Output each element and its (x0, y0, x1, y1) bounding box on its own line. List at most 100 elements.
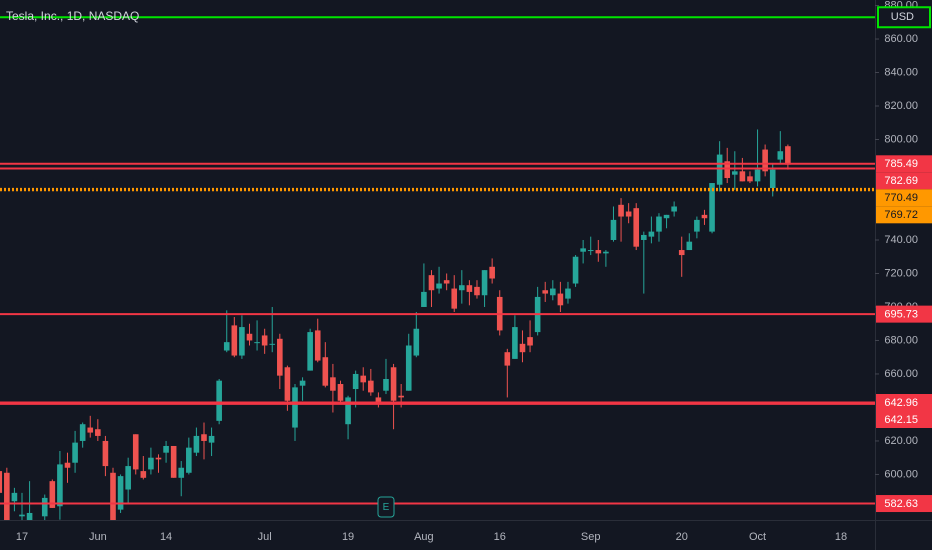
candle-body (694, 219, 700, 232)
candle-body (724, 161, 731, 179)
candle-body (663, 214, 670, 219)
candle-body (337, 384, 344, 401)
candle-body (436, 283, 442, 289)
candle-body (671, 206, 677, 212)
candle-body (170, 445, 177, 478)
candle-body (443, 280, 450, 284)
candle-body (269, 343, 276, 345)
x-tick-label: 18 (835, 531, 847, 543)
price-label: 642.96 (884, 397, 918, 409)
candle-body (178, 467, 185, 478)
candle-body (625, 211, 632, 217)
candle-body (284, 367, 291, 401)
candle-body (208, 435, 215, 443)
price-label: 769.72 (884, 209, 918, 221)
candle-body (261, 335, 268, 346)
candle-body (519, 343, 526, 353)
earnings-label[interactable]: E (383, 502, 390, 513)
candle-body (512, 327, 518, 359)
candle-body (648, 231, 655, 237)
candle-body (110, 472, 116, 520)
candle-body (678, 250, 685, 256)
candle-body (102, 440, 109, 467)
candle-body (125, 466, 131, 490)
price-label-box (876, 305, 932, 323)
candle-body (595, 250, 602, 254)
candle-body (345, 397, 351, 425)
price-label-box (876, 155, 932, 173)
candle-body (95, 429, 101, 436)
candle-body (777, 151, 784, 160)
candle-body (701, 214, 708, 219)
candle-body (79, 424, 86, 441)
plot (0, 16, 875, 520)
candle-body (732, 171, 738, 175)
y-tick-label: 720.00 (884, 267, 918, 279)
x-tick-label: Oct (749, 531, 766, 543)
y-tick-label: 660.00 (884, 368, 918, 380)
candle-body (19, 514, 25, 517)
candle-body (360, 375, 367, 383)
x-tick-label: Jun (89, 531, 107, 543)
x-tick-label: 16 (494, 531, 506, 543)
candle-body (754, 169, 761, 182)
price-label: 582.63 (884, 498, 918, 510)
candle-body (186, 447, 192, 473)
candle-body (466, 285, 473, 292)
currency-label: USD (891, 11, 914, 23)
candle-body (550, 288, 556, 296)
candle-body (489, 266, 495, 279)
candle-body (155, 457, 162, 460)
candle-body (739, 171, 746, 182)
candle-body (451, 288, 458, 309)
chart-title: Tesla, Inc., 1D, NASDAQ (6, 9, 139, 23)
earnings-marker[interactable] (377, 496, 395, 518)
candle-body (26, 512, 33, 520)
candle-body (223, 342, 230, 351)
candle-body (292, 387, 298, 428)
candle-body (201, 434, 207, 441)
candle-body (557, 293, 564, 306)
candle-body (117, 476, 124, 510)
y-tick-label: 860.00 (884, 33, 918, 45)
candle-body (49, 481, 56, 508)
candle-body (413, 328, 420, 356)
candle-body (87, 427, 94, 433)
candle-body (254, 342, 260, 344)
candle-body (421, 291, 427, 307)
candle-body (64, 462, 71, 468)
y-tick-label: 740.00 (884, 234, 918, 246)
candle-body (140, 471, 147, 478)
candle-body (231, 325, 238, 356)
candle-body (565, 288, 571, 299)
candle-body (686, 241, 693, 251)
candle-body (474, 286, 480, 296)
candle-body (580, 248, 586, 252)
candle-body (299, 380, 306, 386)
candle-body (368, 380, 374, 393)
y-tick-label: 800.00 (884, 133, 918, 145)
candle-body (72, 442, 78, 463)
price-label-box (876, 495, 932, 513)
candle-body (193, 435, 200, 453)
candle-body (148, 457, 154, 470)
x-tick-label: 14 (160, 531, 172, 543)
price-label-box (876, 172, 932, 190)
candle-body (4, 472, 10, 520)
candle-body (383, 378, 389, 391)
currency-box (877, 6, 931, 29)
candle-body (762, 149, 768, 172)
candle-body (330, 377, 336, 391)
candle-body (322, 357, 329, 386)
candle-body (542, 290, 549, 294)
candle-body (633, 208, 640, 247)
x-tick-label: 17 (16, 531, 28, 543)
price-label-box (876, 394, 932, 412)
candle-body (307, 332, 313, 371)
price-label: 785.49 (884, 158, 918, 170)
x-tick-label: Sep (581, 531, 601, 543)
candle-body (527, 337, 533, 346)
